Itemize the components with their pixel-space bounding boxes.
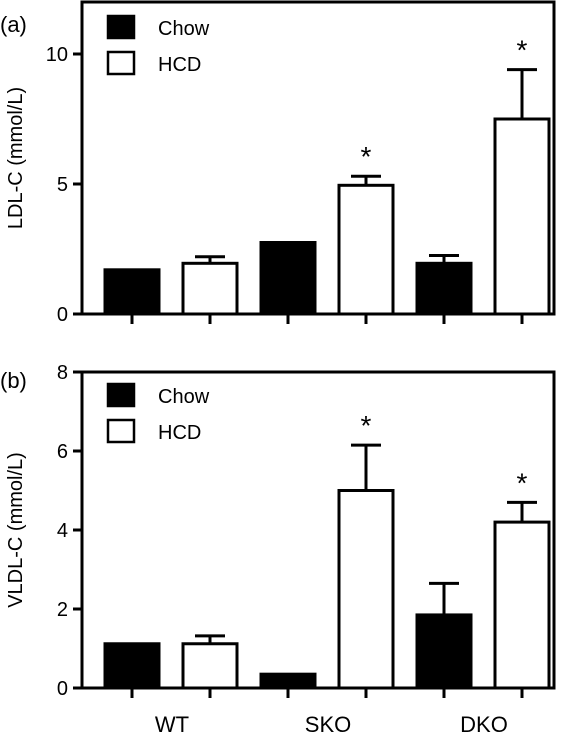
bar-hcd-dko [493,520,551,690]
y-axis-label: VLDL-C (mmol/L) [5,452,27,608]
bar-hcd-wt [181,642,239,690]
significance-asterisk: * [361,141,372,172]
bar-hcd-sko [337,489,395,690]
y-tick-label: 8 [57,362,68,384]
y-tick-label: 0 [57,304,68,326]
chart-panel-1: (a) LDL-C (mmol/L) 0 5 10 * * Chow HCD [0,0,556,326]
panel-label: (b) [0,368,27,393]
chart-panel-2: (b) VLDL-C (mmol/L) 0 2 4 6 8 * * Chow HCD WT SKO DKO [0,362,556,737]
legend-swatch-hcd [106,418,136,444]
bar-hcd-sko [337,183,395,316]
bar-chow-wt [103,268,161,316]
legend-label-chow: Chow [158,386,210,408]
significance-asterisk: * [361,410,372,441]
legend-swatch-chow [106,382,136,408]
y-tick-label: 10 [46,44,68,66]
legend-swatch-chow [106,14,136,40]
y-tick-label: 4 [57,520,68,542]
bar-chow-dko [415,613,473,690]
legend-label-hcd: HCD [158,54,201,76]
x-category-label: DKO [460,712,508,737]
y-tick-label: 5 [57,174,68,196]
legend-swatch-hcd [106,50,136,76]
bar-chow-sko [259,241,317,316]
legend-label-chow: Chow [158,18,210,40]
legend-label-hcd: HCD [158,422,201,444]
bar-chow-wt [103,642,161,690]
plot-frame [80,370,556,690]
y-tick-label: 2 [57,599,68,621]
plot-frame [80,0,556,316]
bar-hcd-dko [493,117,551,316]
bar-chow-sko [259,672,317,690]
bar-hcd-wt [181,261,239,316]
y-tick-label: 6 [57,441,68,463]
bar-chow-dko [415,261,473,316]
y-tick-label: 0 [57,678,68,700]
panel-label: (a) [0,12,27,37]
x-category-label: WT [155,712,189,737]
x-category-label: SKO [305,712,351,737]
significance-asterisk: * [517,467,528,498]
significance-asterisk: * [517,35,528,66]
y-axis-label: LDL-C (mmol/L) [5,87,27,229]
